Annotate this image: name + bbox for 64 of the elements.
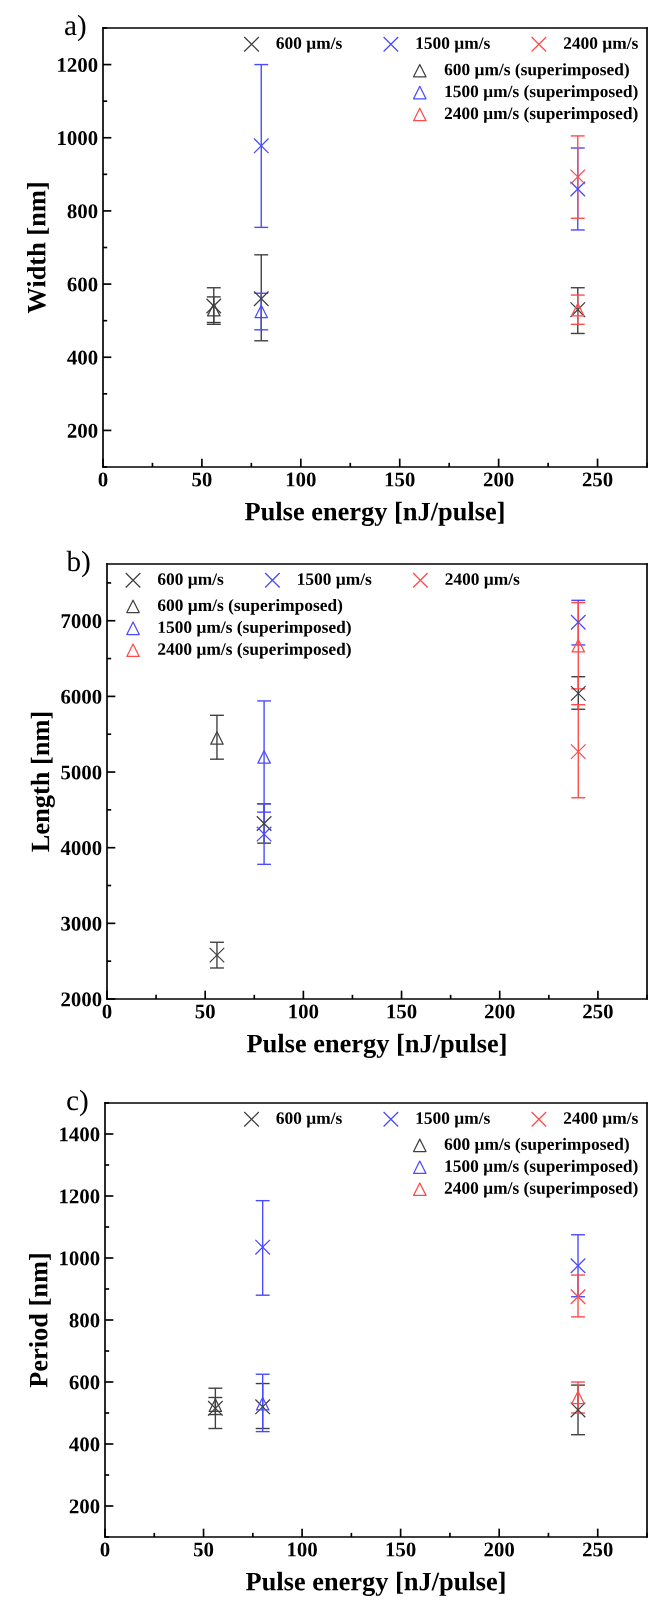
legend-label: 600 µm/s (superimposed) — [157, 598, 343, 615]
x-tick-label: 200 — [483, 472, 514, 487]
chart-title: c) — [67, 1089, 88, 1117]
legend-label: 2400 µm/s (superimposed) — [444, 1181, 638, 1198]
legend-label: 2400 µm/s (superimposed) — [444, 106, 638, 123]
y-tick-label: 1200 — [60, 1189, 100, 1204]
legend-label: 2400 µm/s — [563, 1112, 638, 1128]
legend-label: 600 µm/s (superimposed) — [444, 63, 629, 79]
x-tick-label: 0 — [100, 1542, 110, 1557]
y-tick-label: 800 — [69, 1313, 100, 1328]
y-tick-label: 1400 — [60, 1127, 100, 1142]
x-tick-label: 100 — [288, 1542, 317, 1557]
y-tick-label: 7000 — [61, 614, 102, 629]
y-tick-label: 200 — [67, 423, 98, 438]
y-axis-title: Length [nm] — [30, 712, 55, 852]
x-axis-title: Pulse energy [nJ/pulse] — [244, 501, 504, 526]
y-tick-label: 200 — [69, 1499, 100, 1514]
x-tick-label: 200 — [484, 1542, 515, 1557]
x-tick-label: 0 — [102, 1004, 112, 1019]
legend-label: 2400 µm/s — [445, 573, 520, 589]
legend-label: 1500 µm/s (superimposed) — [445, 85, 638, 101]
x-tick-label: 150 — [386, 1542, 416, 1557]
x-tick-label: 150 — [387, 1004, 417, 1019]
y-tick-label: 5000 — [61, 765, 102, 780]
legend-label: 600 µm/s — [157, 573, 224, 589]
legend-label: 600 µm/s — [276, 37, 342, 53]
legend-label: 2400 µm/s — [563, 37, 638, 53]
legend-label: 600 µm/s (superimposed) — [444, 1137, 629, 1154]
y-tick-label: 4000 — [60, 841, 102, 856]
chart-title: b) — [66, 550, 90, 578]
x-tick-label: 250 — [583, 1004, 613, 1019]
x-tick-label: 0 — [98, 472, 108, 487]
x-axis-title: Pulse energy [nJ/pulse] — [245, 1571, 505, 1596]
x-tick-label: 250 — [582, 472, 613, 487]
y-axis-title: Width [nm] — [26, 183, 49, 314]
y-axis-title: Period [nm] — [28, 1254, 51, 1388]
y-tick-label: 3000 — [61, 916, 102, 931]
x-tick-label: 250 — [582, 1542, 613, 1557]
y-tick-label: 400 — [69, 1437, 100, 1452]
chart-title: a) — [65, 14, 86, 42]
legend-label: 600 µm/s — [276, 1112, 342, 1128]
x-tick-label: 50 — [193, 1542, 214, 1557]
legend-label: 1500 µm/s (superimposed) — [445, 1159, 638, 1176]
legend-label: 1500 µm/s (superimposed) — [158, 620, 351, 637]
x-tick-label: 100 — [286, 472, 316, 487]
legend-label: 1500 µm/s — [416, 37, 490, 53]
y-tick-label: 2000 — [61, 992, 102, 1007]
y-tick-label: 1200 — [58, 57, 98, 73]
y-tick-label: 6000 — [61, 689, 102, 704]
x-tick-label: 50 — [192, 472, 212, 487]
x-axis-title: Pulse energy [nJ/pulse] — [246, 1033, 506, 1058]
x-tick-label: 200 — [484, 1004, 515, 1019]
legend-label: 1500 µm/s — [416, 1112, 490, 1128]
y-tick-label: 600 — [67, 277, 98, 292]
y-tick-label: 1000 — [58, 131, 98, 146]
x-tick-label: 100 — [289, 1004, 319, 1019]
y-tick-label: 400 — [67, 350, 98, 365]
y-tick-label: 1000 — [60, 1251, 100, 1266]
x-tick-label: 150 — [385, 472, 415, 487]
y-tick-label: 600 — [69, 1375, 100, 1390]
legend-label: 1500 µm/s — [298, 573, 372, 589]
y-tick-label: 800 — [67, 204, 98, 219]
x-tick-label: 50 — [195, 1004, 215, 1019]
legend-label: 2400 µm/s (superimposed) — [158, 642, 351, 659]
